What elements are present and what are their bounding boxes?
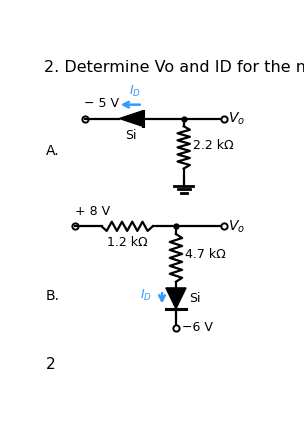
Text: $I_D$: $I_D$ [129,83,141,99]
Text: −6 V: −6 V [182,321,213,335]
Text: 1.2 kΩ: 1.2 kΩ [107,236,147,249]
Polygon shape [166,288,186,309]
Text: − 5 V: − 5 V [85,97,119,110]
Text: A.: A. [46,144,59,158]
Text: 4.7 kΩ: 4.7 kΩ [185,247,226,261]
Text: $V_o$: $V_o$ [228,218,245,234]
Text: $I_D$: $I_D$ [140,288,152,303]
Text: 2: 2 [46,357,55,372]
Text: 2.2 kΩ: 2.2 kΩ [193,139,234,152]
Text: Si: Si [125,129,137,142]
Text: Si: Si [189,292,201,305]
Text: 2. Determine Vo and ID for the network:: 2. Determine Vo and ID for the network: [44,60,304,75]
Text: B.: B. [46,288,60,302]
Polygon shape [119,111,143,126]
Text: + 8 V: + 8 V [75,205,110,218]
Text: $V_o$: $V_o$ [228,110,245,127]
